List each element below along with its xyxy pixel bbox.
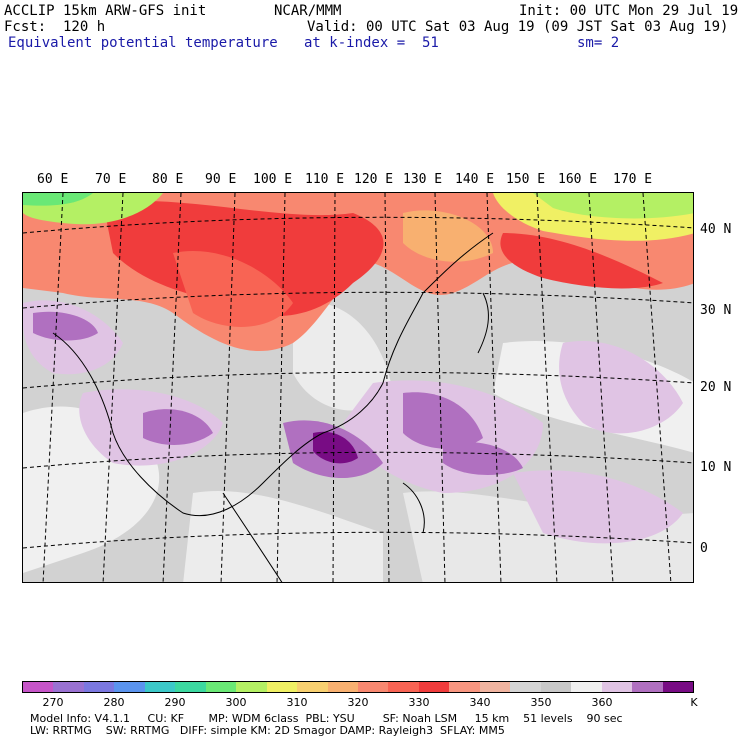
colorbar-swatch (662, 682, 693, 692)
colorbar-swatch (571, 682, 602, 692)
colorbar (22, 681, 694, 693)
colorbar-tick-label: 290 (164, 696, 186, 709)
lon-label: 100 E (253, 172, 293, 187)
colorbar-swatch (236, 682, 267, 692)
colorbar-tick-label: 280 (103, 696, 125, 709)
colorbar-tick-label: 310 (286, 696, 308, 709)
colorbar-swatch (175, 682, 206, 692)
colorbar-swatch (114, 682, 145, 692)
colorbar-swatch (388, 682, 419, 692)
lat-label: 0 (700, 541, 708, 556)
lon-label: 120 E (354, 172, 394, 187)
forecast-hour: Fcst: 120 h (4, 19, 106, 35)
center-label: NCAR/MMM (274, 3, 342, 19)
colorbar-tick-label: 350 (530, 696, 552, 709)
colorbar-swatch (297, 682, 328, 692)
colorbar-tick-label: 340 (469, 696, 491, 709)
colorbar-swatch (632, 682, 663, 692)
colorbar-swatch (327, 682, 358, 692)
lon-label: 110 E (305, 172, 345, 187)
colorbar-swatch (357, 682, 389, 692)
colorbar-swatch (510, 682, 541, 692)
colorbar-swatch (83, 682, 115, 692)
model-title: ACCLIP 15km ARW-GFS init (4, 3, 207, 19)
colorbar-tick-label: 270 (42, 696, 64, 709)
smoothing-label: sm= 2 (577, 35, 620, 51)
colorbar-tick-label: 300 (225, 696, 247, 709)
map-canvas (23, 193, 693, 582)
colorbar-swatch (144, 682, 176, 692)
init-time: Init: 00 UTC Mon 29 Jul 19 (519, 3, 739, 19)
field-name: Equivalent potential temperature (8, 35, 278, 51)
colorbar-tick-label: 330 (408, 696, 430, 709)
colorbar-tick-label: 320 (347, 696, 369, 709)
colorbar-swatch (479, 682, 511, 692)
lon-label: 140 E (455, 172, 495, 187)
colorbar-swatch (266, 682, 298, 692)
colorbar-swatch (205, 682, 237, 692)
colorbar-swatch (418, 682, 450, 692)
lon-label: 150 E (506, 172, 546, 187)
lat-label: 40 N (700, 222, 732, 237)
lon-label: 90 E (205, 172, 237, 187)
colorbar-tick-label: 360 (591, 696, 613, 709)
valid-time: Valid: 00 UTC Sat 03 Aug 19 (09 JST Sat … (307, 19, 729, 35)
lon-label: 160 E (558, 172, 598, 187)
model-info-line1: Model Info: V4.1.1 CU: KF MP: WDM 6class… (30, 712, 623, 725)
colorbar-swatch (601, 682, 633, 692)
lon-label: 60 E (37, 172, 69, 187)
lat-label: 30 N (700, 303, 732, 318)
lon-label: 130 E (403, 172, 443, 187)
model-info-line2: LW: RRTMG SW: RRTMG DIFF: simple KM: 2D … (30, 724, 505, 737)
colorbar-swatch (23, 682, 54, 692)
lat-label: 20 N (700, 380, 732, 395)
lon-label: 70 E (95, 172, 127, 187)
lat-label: 10 N (700, 460, 732, 475)
theta-e-map (22, 192, 694, 583)
lon-label: 170 E (613, 172, 653, 187)
level-label: at k-index = 51 (304, 35, 439, 51)
colorbar-swatch (540, 682, 572, 692)
colorbar-swatch (449, 682, 480, 692)
lon-label: 80 E (152, 172, 184, 187)
colorbar-unit: K (690, 696, 698, 709)
colorbar-swatch (53, 682, 84, 692)
